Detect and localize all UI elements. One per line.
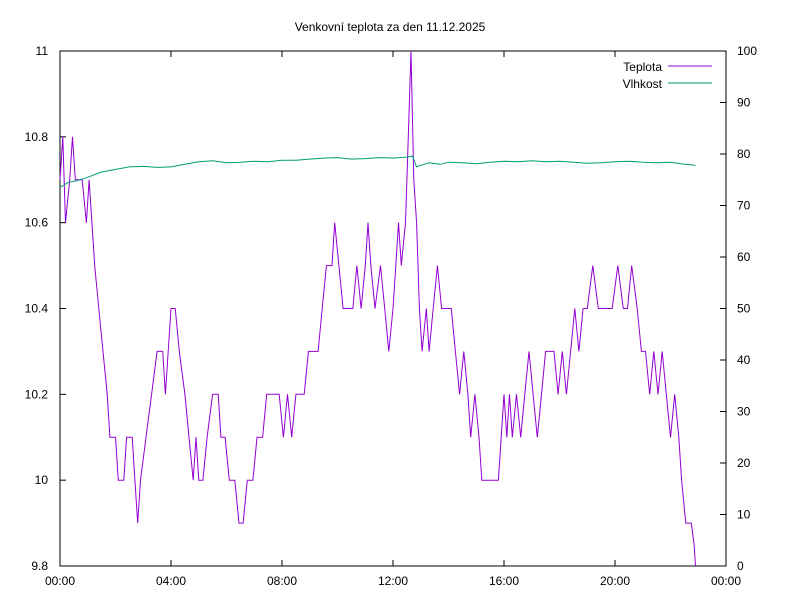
y-left-tick-label: 10.4 [25, 302, 49, 316]
x-tick-label: 04:00 [156, 574, 186, 588]
y-right-tick-label: 70 [737, 199, 751, 213]
y-left-tick-label: 10.2 [25, 387, 49, 401]
legend-label-vlhkost: Vlhkost [623, 77, 663, 91]
y-right-tick-label: 20 [737, 456, 751, 470]
x-tick-label: 00:00 [711, 574, 741, 588]
y-right-tick-label: 90 [737, 96, 751, 110]
y-right-tick-label: 0 [737, 559, 744, 573]
legend-label-teplota: Teplota [623, 60, 662, 74]
y-left-tick-label: 11 [36, 44, 49, 58]
y-right-tick-label: 40 [737, 353, 751, 367]
series-layer [59, 50, 696, 567]
y-right-tick-label: 30 [737, 405, 751, 419]
y-right-tick-label: 10 [737, 508, 751, 522]
series-line-teplota [59, 50, 696, 567]
y-right-tick-label: 50 [737, 302, 751, 316]
y-left-axis: 9.8 10 10.2 10.4 10.6 10.8 11 [25, 44, 66, 573]
x-tick-label: 08:00 [267, 574, 297, 588]
x-tick-label: 12:00 [378, 574, 408, 588]
x-tick-label: 16:00 [489, 574, 519, 588]
y-left-tick-label: 10 [35, 473, 49, 487]
y-right-tick-label: 60 [737, 250, 751, 264]
y-right-tick-label: 100 [737, 44, 757, 58]
x-tick-label: 00:00 [45, 574, 75, 588]
y-left-tick-label: 9.8 [31, 559, 48, 573]
series-line-vlhkost [59, 155, 696, 188]
chart-title: Venkovní teplota za den 11.12.2025 [295, 20, 486, 34]
y-right-axis: 0 10 20 30 40 50 60 70 80 90 100 [720, 44, 757, 573]
legend: Teplota Vlhkost [623, 60, 712, 91]
y-left-tick-label: 10.6 [25, 216, 49, 230]
y-left-tick-label: 10.8 [25, 130, 49, 144]
x-axis: 00:00 04:00 08:00 12:00 16:00 20:00 00:00 [45, 51, 741, 588]
y-right-tick-label: 80 [737, 147, 751, 161]
x-tick-label: 20:00 [600, 574, 630, 588]
